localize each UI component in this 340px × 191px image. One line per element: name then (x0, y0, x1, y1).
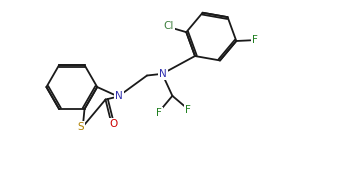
Text: F: F (185, 105, 190, 115)
Text: Cl: Cl (164, 21, 174, 31)
Text: N: N (115, 91, 123, 101)
Text: S: S (78, 122, 84, 132)
Text: F: F (252, 35, 258, 45)
Text: F: F (156, 108, 162, 118)
Text: O: O (109, 119, 117, 129)
Text: N: N (159, 69, 167, 79)
